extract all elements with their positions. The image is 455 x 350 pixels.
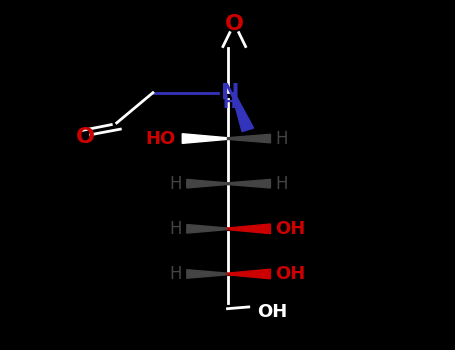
Text: H: H: [275, 130, 288, 148]
Polygon shape: [187, 225, 228, 233]
Text: H: H: [170, 265, 182, 283]
Polygon shape: [187, 270, 228, 278]
Polygon shape: [228, 224, 270, 234]
Polygon shape: [228, 180, 270, 188]
Text: O: O: [76, 127, 95, 147]
Text: OH: OH: [275, 265, 305, 283]
Text: H: H: [223, 94, 237, 112]
Polygon shape: [228, 134, 270, 143]
Text: H: H: [170, 175, 182, 193]
Text: H: H: [275, 175, 288, 193]
Text: O: O: [225, 14, 244, 34]
Text: HO: HO: [145, 130, 176, 148]
Polygon shape: [187, 180, 228, 188]
Polygon shape: [232, 92, 253, 132]
Text: H: H: [170, 220, 182, 238]
Polygon shape: [228, 269, 270, 279]
Text: OH: OH: [257, 303, 287, 321]
Text: N: N: [221, 83, 239, 103]
Text: OH: OH: [275, 220, 305, 238]
Polygon shape: [182, 134, 228, 143]
